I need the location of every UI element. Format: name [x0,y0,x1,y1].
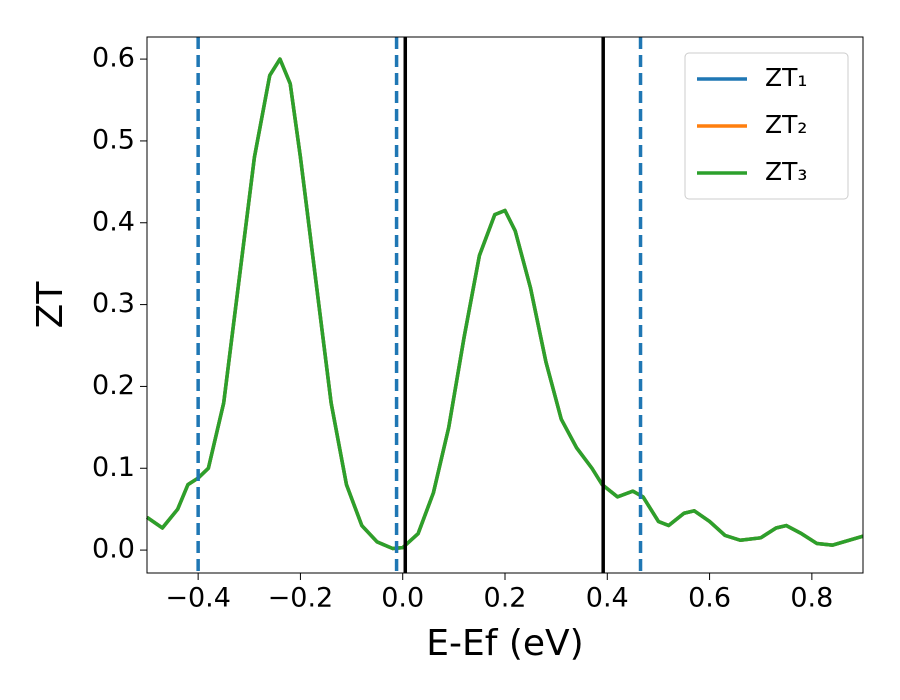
x-tick-label: 0.2 [484,583,527,614]
x-axis-label: E-Ef (eV) [426,623,583,664]
y-tick-label: 0.4 [92,206,135,237]
plot-frame [146,36,864,574]
y-tick-label: 0.5 [92,124,135,155]
legend-label: ZT₃ [765,157,807,186]
y-axis-label: ZT [30,281,71,329]
y-tick-label: 0.0 [92,534,135,565]
y-tick-label: 0.2 [92,370,135,401]
legend-label: ZT₂ [765,110,807,139]
y-tick-label: 0.3 [92,288,135,319]
x-tick-label: 0.4 [586,583,629,614]
x-tick-label: −0.4 [165,583,231,614]
x-tick-label: −0.2 [268,583,334,614]
legend-label: ZT₁ [765,63,807,92]
y-tick-label: 0.6 [92,43,135,74]
legend-box [684,52,849,200]
x-tick-label: 0.6 [688,583,731,614]
y-tick-label: 0.1 [92,452,135,483]
x-tick-label: 0.0 [381,583,424,614]
x-tick-label: 0.8 [790,583,833,614]
line-series [146,57,864,551]
